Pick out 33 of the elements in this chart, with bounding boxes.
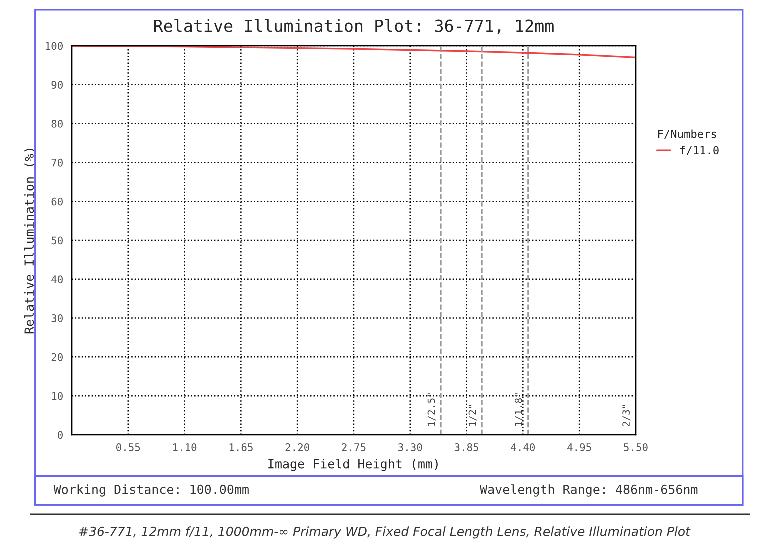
y-axis-title: Relative Illumination (%) [24,149,36,334]
y-tick-label: 20 [52,353,63,362]
y-tick-label: 90 [52,81,63,90]
x-tick-label: 3.30 [398,444,422,452]
x-tick-label: 1.65 [230,444,253,452]
legend-label: f/11.0 [680,146,719,156]
chart-title: Relative Illumination Plot: 36-771, 12mm [154,19,554,34]
y-tick-label: 30 [52,314,63,322]
y-tick-label: 70 [52,158,63,167]
x-tick-label: 3.85 [454,444,478,452]
x-tick-label: 2.20 [286,444,310,452]
x-tick-label: 5.50 [624,444,648,452]
annotation: 1/1.8" [514,394,524,426]
annotation: 2/3" [622,405,631,426]
x-tick-label: 0.55 [116,444,140,452]
annotation: 1/2.5" [428,394,436,426]
x-tick-label: 4.95 [568,444,592,452]
annotation: 1/2" [468,405,477,426]
x-axis-title: Image Field Height (mm) [268,459,438,472]
x-tick-label: 4.40 [511,444,536,452]
text: Working Distance: 100.00mm [54,484,249,497]
y-tick-label: 100 [46,42,63,50]
y-tick-label: 60 [52,198,63,206]
legend-title: F/Numbers [658,130,716,140]
x-tick-label: 1.10 [173,444,197,452]
text: Wavelength Range: 486nm-656nm [480,484,698,497]
y-tick-label: 50 [52,236,63,245]
x-tick-label: 2.75 [342,444,366,452]
text: #36-771, 12mm f/11, 1000mm-∞ Primary WD, Fixed Focal Length Lens, Relative Illumination Plot [79,526,691,539]
y-tick-label: 10 [52,392,63,400]
y-tick-label: 80 [52,120,63,128]
y-tick-label: 40 [52,276,63,284]
y-tick-label: 0 [58,431,63,440]
